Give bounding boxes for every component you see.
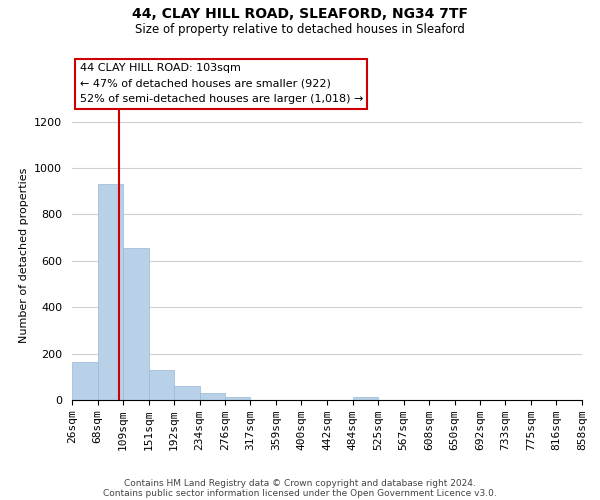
Bar xyxy=(199,393,225,400)
Text: Contains public sector information licensed under the Open Government Licence v3: Contains public sector information licen… xyxy=(103,488,497,498)
Bar xyxy=(174,386,200,400)
Text: Contains HM Land Registry data © Crown copyright and database right 2024.: Contains HM Land Registry data © Crown c… xyxy=(124,478,476,488)
Y-axis label: Number of detached properties: Number of detached properties xyxy=(19,168,29,342)
Bar xyxy=(98,184,123,400)
Bar xyxy=(149,370,174,400)
Text: Size of property relative to detached houses in Sleaford: Size of property relative to detached ho… xyxy=(135,22,465,36)
Bar xyxy=(353,397,378,400)
Bar xyxy=(72,362,98,400)
Text: 44, CLAY HILL ROAD, SLEAFORD, NG34 7TF: 44, CLAY HILL ROAD, SLEAFORD, NG34 7TF xyxy=(132,8,468,22)
Bar xyxy=(123,248,149,400)
Bar xyxy=(225,397,250,400)
Text: 44 CLAY HILL ROAD: 103sqm
← 47% of detached houses are smaller (922)
52% of semi: 44 CLAY HILL ROAD: 103sqm ← 47% of detac… xyxy=(80,63,363,104)
